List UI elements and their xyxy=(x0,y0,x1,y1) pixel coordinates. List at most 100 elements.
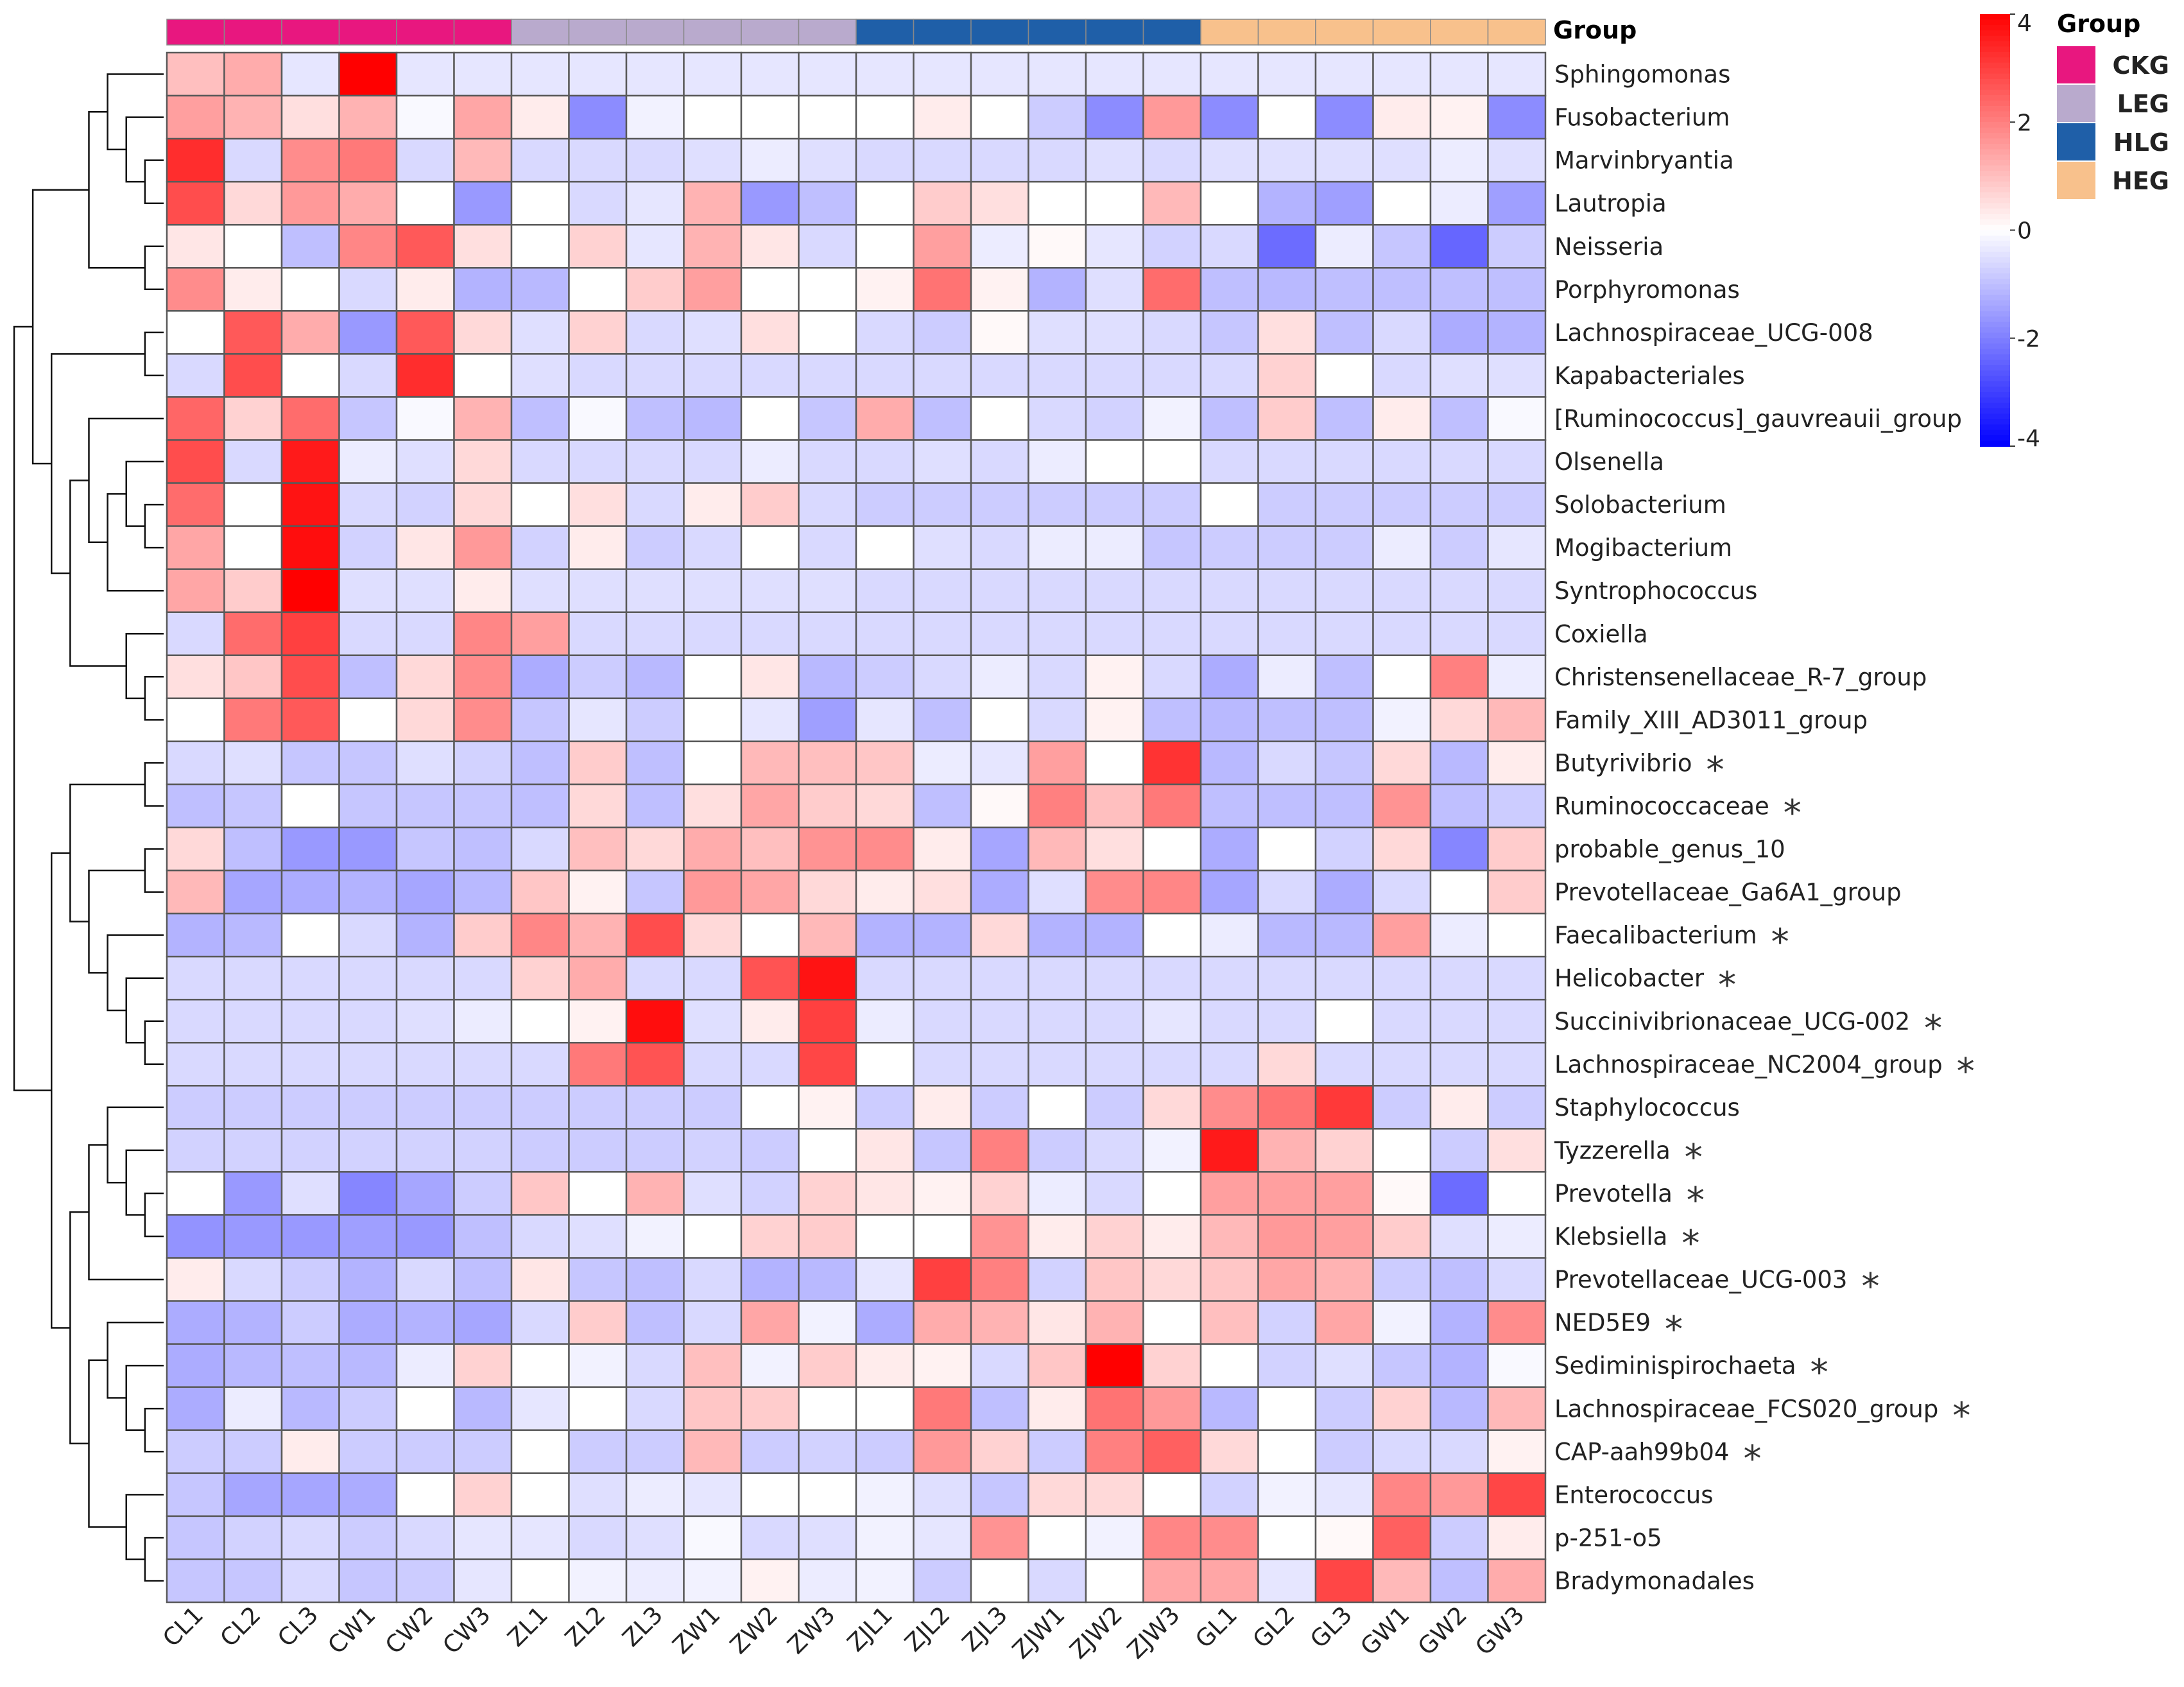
group-legend-label: LEG xyxy=(2117,90,2169,118)
color-scale-swatch xyxy=(1980,424,2010,431)
heatmap-cell xyxy=(1372,1386,1432,1432)
dendrogram-branch xyxy=(144,503,164,549)
heatmap-cell xyxy=(1085,1515,1144,1561)
heatmap-cell xyxy=(740,1515,800,1561)
heatmap-cell xyxy=(166,223,225,269)
heatmap-cell xyxy=(1199,955,1259,1001)
heatmap-cell xyxy=(1028,1515,1087,1561)
heatmap-cell xyxy=(166,912,225,958)
heatmap-cell xyxy=(166,180,225,226)
heatmap-cell xyxy=(338,1171,398,1216)
heatmap-cell xyxy=(395,439,455,484)
heatmap-cell xyxy=(223,611,283,657)
heatmap-cell xyxy=(1028,740,1087,786)
heatmap-cell xyxy=(1257,137,1317,183)
dendrogram-branch xyxy=(107,1106,164,1184)
heatmap-cell xyxy=(913,525,972,570)
heatmap-cell xyxy=(1085,94,1144,140)
heatmap-cell xyxy=(223,1472,283,1518)
column-label: ZL2 xyxy=(560,1601,611,1652)
heatmap-cell xyxy=(1028,998,1087,1044)
heatmap-cell xyxy=(1487,611,1547,657)
heatmap-cell xyxy=(683,697,743,743)
heatmap-cell xyxy=(1314,439,1374,484)
heatmap-cell xyxy=(453,1558,513,1604)
heatmap-cell xyxy=(1142,1128,1202,1173)
heatmap-cell xyxy=(1028,869,1087,915)
heatmap-cell xyxy=(683,1558,743,1604)
heatmap-cell xyxy=(1142,1386,1202,1432)
heatmap-cell xyxy=(970,1257,1029,1302)
heatmap-cell xyxy=(1142,310,1202,355)
heatmap-cell xyxy=(223,568,283,613)
heatmap-cell xyxy=(1085,51,1144,97)
heatmap-cell xyxy=(1142,51,1202,97)
heatmap-cell xyxy=(1429,1214,1489,1259)
heatmap-cell xyxy=(1085,1171,1144,1216)
heatmap-cell xyxy=(338,697,398,743)
heatmap-cell xyxy=(798,51,857,97)
heatmap-cell xyxy=(510,1214,570,1259)
heatmap-cell xyxy=(510,267,570,312)
heatmap-cell xyxy=(1429,223,1489,269)
row-label: Family_XIII_AD3011_group xyxy=(1554,706,1868,734)
heatmap-cell xyxy=(855,1042,915,1087)
heatmap-cell xyxy=(740,955,800,1001)
color-scale-swatch xyxy=(1980,284,2010,291)
heatmap-cell xyxy=(1085,611,1144,657)
heatmap-cell xyxy=(395,826,455,872)
heatmap-cell xyxy=(625,1343,685,1388)
heatmap-cell xyxy=(798,1128,857,1173)
heatmap-cell xyxy=(855,740,915,786)
heatmap-cell xyxy=(166,353,225,398)
column-label: GL1 xyxy=(1190,1601,1242,1654)
heatmap-cell xyxy=(913,1042,972,1087)
heatmap-cell xyxy=(568,783,628,829)
heatmap-cell xyxy=(855,137,915,183)
heatmap-cell xyxy=(1429,1343,1489,1388)
heatmap-cell xyxy=(1085,137,1144,183)
dendrogram-branch xyxy=(51,852,71,1329)
dendrogram-branch xyxy=(88,869,145,974)
heatmap-cell xyxy=(740,94,800,140)
heatmap-cell xyxy=(913,568,972,613)
heatmap-cell xyxy=(280,783,340,829)
heatmap-cell xyxy=(223,654,283,700)
heatmap-cell xyxy=(970,1300,1029,1345)
heatmap-cell xyxy=(1372,223,1432,269)
heatmap-cell xyxy=(338,525,398,570)
significance-marker: * xyxy=(1681,1223,1699,1265)
heatmap-cell xyxy=(740,137,800,183)
heatmap-cell xyxy=(970,740,1029,786)
color-scale-swatch xyxy=(1980,440,2010,447)
heatmap-cell xyxy=(855,396,915,441)
heatmap-cell xyxy=(1028,180,1087,226)
heatmap-cell xyxy=(1257,439,1317,484)
row-label: Staphylococcus xyxy=(1554,1094,1740,1121)
heatmap-cell xyxy=(1314,611,1374,657)
significance-marker: * xyxy=(1687,1180,1705,1222)
heatmap-cell xyxy=(1429,654,1489,700)
heatmap-cell xyxy=(338,396,398,441)
heatmap-cell xyxy=(1257,1429,1317,1475)
heatmap-cell xyxy=(510,1300,570,1345)
heatmap-cell xyxy=(1314,525,1374,570)
heatmap-cell xyxy=(1487,223,1547,269)
row-dendrogram xyxy=(13,73,164,1582)
heatmap-cell xyxy=(625,267,685,312)
heatmap-cell xyxy=(1028,611,1087,657)
heatmap-cell xyxy=(855,1386,915,1432)
annotation-cell-HEG xyxy=(1430,19,1489,46)
heatmap-cell xyxy=(166,783,225,829)
heatmap-cell xyxy=(395,353,455,398)
significance-marker: * xyxy=(1685,1137,1703,1179)
heatmap-cell xyxy=(683,1128,743,1173)
heatmap-cell xyxy=(1257,1515,1317,1561)
heatmap-cell xyxy=(625,697,685,743)
heatmap-cell xyxy=(798,223,857,269)
row-label: Sphingomonas xyxy=(1554,61,1730,89)
heatmap-cell xyxy=(510,439,570,484)
heatmap-cell xyxy=(740,1128,800,1173)
heatmap-cell xyxy=(683,783,743,829)
heatmap-cell xyxy=(1142,180,1202,226)
